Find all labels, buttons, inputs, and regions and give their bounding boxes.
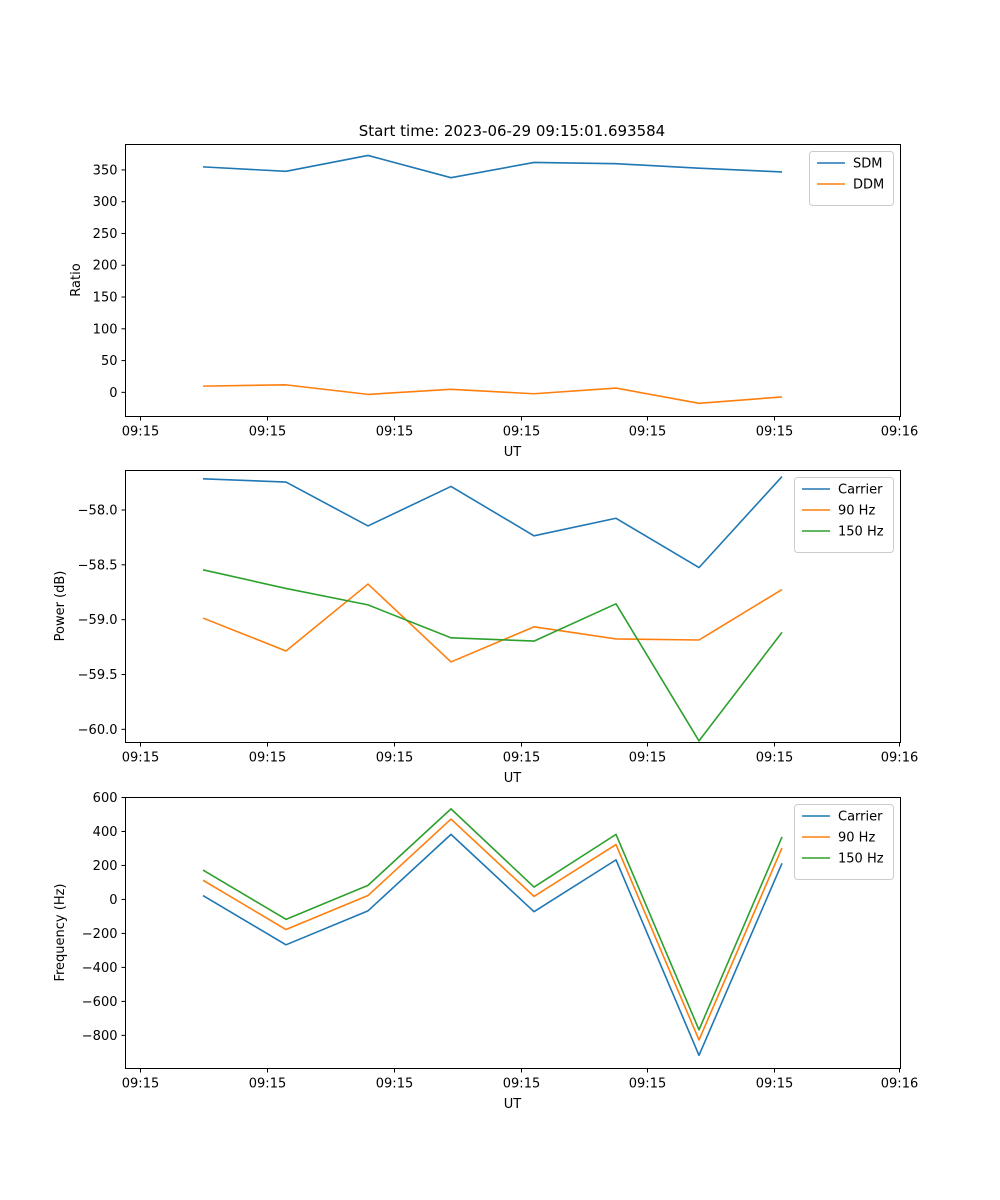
legend-label: 150 Hz (838, 525, 884, 540)
axes-frame (125, 144, 901, 417)
legend-label: SDM (853, 157, 882, 172)
x-tick-label: 09:15 (249, 1077, 286, 1092)
x-axis-label: UT (504, 1097, 522, 1112)
x-axis-label: UT (504, 445, 522, 460)
series-line-ddm (202, 384, 783, 405)
legend-label: Carrier (838, 483, 883, 498)
legend-label: Carrier (838, 810, 883, 825)
legend-box (794, 804, 894, 880)
y-tick-label: 200 (93, 259, 118, 274)
y-axis-label: Ratio (69, 263, 84, 296)
x-tick-label: 09:15 (376, 425, 413, 440)
x-tick-label: 09:15 (122, 1077, 159, 1092)
chart-panel-3: 09:15 09:15 09:15 09:15 09:15 09:15 09:16 −800 −… (53, 791, 918, 1112)
x-tick-label: 09:15 (503, 1077, 540, 1092)
legend-label: DDM (853, 178, 884, 193)
legend: Carrier 90 Hz 150 Hz (794, 804, 894, 880)
legend-box (794, 477, 894, 553)
y-tick-label: −600 (82, 995, 118, 1010)
y-tick-label: −59.0 (78, 613, 118, 628)
x-tick-label: 09:15 (376, 1077, 413, 1092)
x-axis-label: UT (504, 771, 522, 786)
y-axis-label: Power (dB) (53, 571, 68, 642)
x-tick-label: 09:15 (756, 1077, 793, 1092)
legend: Carrier 90 Hz 150 Hz (794, 477, 894, 553)
legend-label: 90 Hz (838, 831, 875, 846)
y-tick-label: 100 (93, 322, 118, 337)
x-tick-label: 09:15 (249, 751, 286, 766)
series-line-150-hz (202, 569, 783, 742)
y-tick-label: 600 (93, 791, 118, 806)
x-tick-label: 09:15 (629, 751, 666, 766)
y-tick-label: 350 (93, 163, 118, 178)
series-line-150-hz (202, 808, 783, 1031)
series-line-90-hz (202, 818, 783, 1041)
chart-panel-2: 09:15 09:15 09:15 09:15 09:15 09:15 09:16 −60.0… (53, 470, 918, 786)
y-tick-label: −800 (82, 1029, 118, 1044)
legend-label: 150 Hz (838, 852, 884, 867)
y-tick-label: −200 (82, 927, 118, 942)
series-line-carrier (202, 476, 783, 569)
x-tick-label: 09:15 (376, 751, 413, 766)
x-tick-label: 09:15 (503, 425, 540, 440)
x-tick-label: 09:15 (122, 751, 159, 766)
x-tick-label: 09:16 (881, 1077, 918, 1092)
x-tick-label: 09:16 (881, 751, 918, 766)
y-tick-label: 200 (93, 859, 118, 874)
x-tick-label: 09:15 (503, 751, 540, 766)
y-tick-label: 400 (93, 825, 118, 840)
legend: SDM DDM (809, 151, 894, 206)
y-tick-label: −58.0 (78, 503, 118, 518)
y-tick-label: −60.0 (78, 723, 118, 738)
y-tick-label: 300 (93, 195, 118, 210)
y-tick-label: −59.5 (78, 668, 118, 683)
y-tick-label: 150 (93, 291, 118, 306)
y-tick-label: 50 (101, 354, 118, 369)
series-line-90-hz (202, 583, 783, 663)
axes-frame (125, 470, 901, 743)
y-tick-label: 0 (109, 893, 117, 908)
y-axis-label: Frequency (Hz) (53, 883, 68, 981)
legend-box (809, 151, 894, 206)
panels: 09:15 09:15 09:15 09:15 09:15 09:15 09:16 0 50 10… (53, 144, 918, 1112)
series-line-carrier (202, 833, 783, 1057)
x-tick-label: 09:15 (629, 425, 666, 440)
figure-title: Start time: 2023-06-29 09:15:01.693584 (359, 122, 665, 140)
x-tick-label: 09:15 (122, 425, 159, 440)
x-tick-label: 09:16 (881, 425, 918, 440)
x-tick-label: 09:15 (756, 425, 793, 440)
y-tick-label: 250 (93, 227, 118, 242)
y-tick-label: −58.5 (78, 558, 118, 573)
y-tick-label: 0 (109, 386, 117, 401)
y-tick-label: −400 (82, 961, 118, 976)
legend-label: 90 Hz (838, 504, 875, 519)
x-tick-label: 09:15 (629, 1077, 666, 1092)
x-tick-label: 09:15 (249, 425, 286, 440)
series-line-sdm (202, 154, 783, 179)
x-tick-label: 09:15 (756, 751, 793, 766)
chart-panel-1: 09:15 09:15 09:15 09:15 09:15 09:15 09:16 0 50 10… (69, 144, 918, 460)
